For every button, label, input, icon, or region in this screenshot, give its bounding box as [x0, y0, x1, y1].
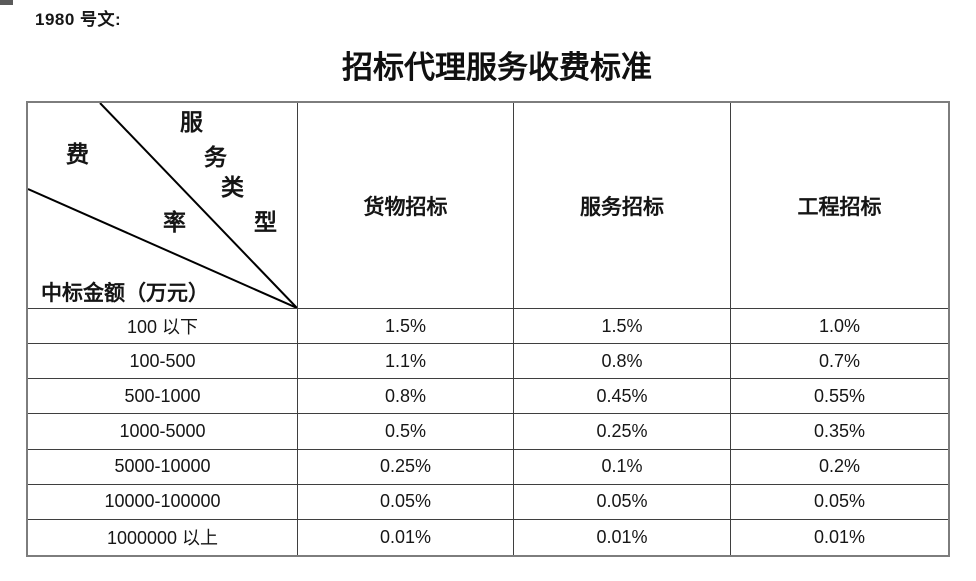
rate-cell: 0.8%: [514, 344, 731, 380]
rate-cell: 0.2%: [731, 450, 948, 485]
row-label: 100 以下: [28, 309, 298, 345]
corner-amount-label: 中标金额（万元）: [41, 281, 209, 305]
rate-cell: 0.05%: [731, 485, 948, 520]
column-header-engineering: 工程招标: [731, 103, 948, 309]
corner-service-type-char: 服: [180, 110, 203, 135]
rate-cell: 0.25%: [298, 449, 514, 485]
rate-cell: 0.01%: [514, 519, 731, 555]
rate-cell: 0.8%: [298, 379, 514, 415]
row-label: 5000-10000: [28, 449, 298, 485]
rate-cell: 0.05%: [298, 484, 514, 520]
corner-service-type-char: 务: [204, 145, 227, 170]
rate-cell: 0.01%: [298, 519, 514, 555]
rate-cell: 0.1%: [514, 449, 731, 485]
corner-service-type-char: 类: [221, 175, 244, 200]
rate-cell: 0.45%: [514, 379, 731, 415]
row-label: 1000-5000: [28, 414, 298, 450]
corner-fee-rate-char: 率: [163, 210, 186, 235]
rate-cell: 0.5%: [298, 414, 514, 450]
column-header-services: 服务招标: [514, 103, 731, 309]
rate-cell: 0.05%: [514, 484, 731, 520]
corner-service-type-char: 型: [254, 210, 277, 235]
rate-cell: 0.35%: [731, 414, 948, 450]
diagonal-divider-lines: [28, 103, 297, 308]
table-corner-cell: 服 务 类 型 费 率 中标金额（万元）: [28, 103, 298, 309]
column-header-goods: 货物招标: [298, 103, 514, 309]
row-label: 10000-100000: [28, 484, 298, 520]
row-label: 1000000 以上: [28, 519, 298, 555]
rate-cell: 1.0%: [731, 309, 948, 345]
rate-cell: 0.55%: [731, 379, 948, 415]
row-label: 500-1000: [28, 379, 298, 415]
rate-cell: 0.01%: [813, 526, 866, 547]
rate-cell: 0.25%: [514, 414, 731, 450]
rate-cell: 0.7%: [731, 344, 948, 380]
page-title: 招标代理服务收费标准: [342, 50, 652, 85]
doc-number-label: 1980 号文:: [35, 10, 122, 29]
rate-cell: 1.1%: [298, 344, 514, 380]
corner-fee-rate-char: 费: [66, 142, 89, 167]
row-label: 100-500: [28, 344, 298, 380]
fee-table: 服 务 类 型 费 率 中标金额（万元） 货物招标 服务招标 工程招标 100 …: [26, 101, 950, 557]
page-edge-artifact: [0, 0, 13, 5]
rate-cell: 1.5%: [514, 309, 731, 345]
rate-cell: 1.5%: [298, 309, 514, 345]
